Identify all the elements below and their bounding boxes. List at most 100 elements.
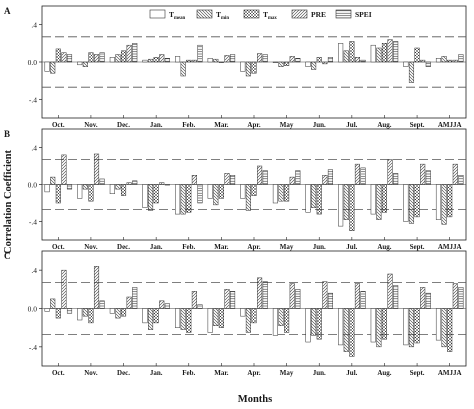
bar-tmean — [142, 59, 148, 63]
bar-tmax — [251, 61, 257, 74]
bar-tmax — [55, 184, 61, 204]
x-tick-label: Feb. — [182, 369, 195, 377]
x-tick-label: Oct. — [52, 121, 65, 129]
bar-tmean — [272, 61, 278, 63]
bar-tmax — [55, 48, 61, 63]
bar-tmax — [414, 47, 420, 63]
bar-pre — [159, 300, 165, 309]
bar-tmin — [180, 308, 186, 330]
bar-tmax — [414, 308, 420, 344]
bar-tmean — [272, 184, 278, 204]
bar-pre — [322, 175, 328, 185]
bar-tmin — [441, 56, 447, 63]
bar-tmin — [82, 184, 88, 190]
x-tick-label: Nov. — [84, 121, 98, 129]
y-tick-label: 0.0 — [28, 58, 38, 67]
panel-b: B .4 0.0 -.4 Oct. Nov. Dec. Jan. Feb. Mar. Apr. May… — [4, 128, 467, 251]
bar-tmin — [50, 61, 56, 74]
bar-tmax — [218, 61, 224, 63]
bar-tmax — [349, 41, 355, 63]
bar-pre — [61, 269, 67, 309]
bar-spei — [393, 41, 399, 63]
bar-tmean — [370, 308, 376, 343]
bar-tmin — [50, 298, 56, 309]
bar-tmin — [441, 308, 447, 348]
bar-tmax — [414, 184, 420, 218]
panel-c: C .4 0.0 -.4 Oct. Nov. Dec. Jan. Feb. Mar. Apr. May… — [4, 250, 467, 377]
x-tick-label: Aug. — [377, 243, 391, 251]
bar-spei — [425, 292, 431, 309]
x-tick-label: Jan. — [150, 243, 163, 251]
bar-spei — [197, 184, 203, 204]
x-tick-label: Apr. — [247, 243, 260, 251]
legend-label: Tmin — [216, 10, 229, 21]
bar-pre — [93, 54, 100, 63]
bar-tmean — [175, 56, 181, 63]
bar-pre — [224, 55, 230, 63]
bar-tmax — [153, 184, 159, 204]
x-tick-label: Jun. — [313, 121, 326, 129]
bar-tmax — [349, 308, 355, 357]
bar-tmin — [82, 308, 88, 317]
bar-spei — [295, 170, 301, 185]
bar-tmax — [381, 184, 388, 213]
y-tick-label: -.4 — [29, 218, 37, 227]
bar-pre — [420, 59, 426, 63]
bar-tmin — [115, 54, 121, 63]
bar-tmean — [305, 308, 311, 343]
bar-tmin — [148, 58, 154, 63]
bar-tmean — [403, 184, 409, 222]
x-tick-label: Dec. — [117, 121, 130, 129]
bar-tmin — [311, 184, 317, 208]
bar-tmin — [311, 308, 317, 336]
bar-tmean — [175, 308, 181, 328]
bar-spei — [164, 184, 170, 186]
bar-tmax — [186, 184, 192, 213]
bar-tmin — [213, 184, 219, 206]
bar-tmax — [88, 52, 94, 63]
bar-pre — [257, 53, 263, 63]
bar-pre — [159, 182, 165, 185]
x-tick-label: Jul. — [346, 369, 357, 377]
bar-pre — [289, 56, 295, 63]
legend-item-tmax: Tmax — [243, 9, 277, 21]
bar-pre — [126, 182, 132, 185]
bar-pre — [61, 154, 67, 185]
bar-spei — [230, 291, 236, 309]
bar-tmean — [240, 308, 246, 317]
bar-tmin — [82, 61, 88, 67]
bar-tmean — [240, 184, 246, 199]
bar-tmean — [272, 308, 278, 336]
bar-tmax — [218, 184, 224, 199]
bar-tmax — [88, 184, 94, 202]
bar-tmean — [305, 184, 311, 213]
y-tick-label: .4 — [31, 266, 37, 275]
x-tick-label: Aug. — [377, 369, 391, 377]
bar-tmean — [109, 184, 115, 194]
bar-tmax — [55, 308, 61, 319]
bar-pre — [224, 289, 230, 309]
bar-pre — [354, 57, 360, 63]
bar-spei — [360, 291, 366, 309]
bar-tmin — [180, 61, 186, 77]
bar-pre — [354, 163, 360, 185]
bar-tmean — [435, 58, 442, 63]
legend-label: Tmean — [169, 10, 186, 21]
bar-tmin — [148, 308, 154, 330]
bar-tmin — [148, 184, 154, 211]
x-tick-label: Aug. — [377, 121, 391, 129]
y-tick-label: .4 — [31, 144, 37, 153]
legend-item-spei: SPEI — [335, 9, 372, 19]
bar-pre — [387, 159, 393, 185]
bar-tmean — [77, 61, 83, 66]
bar-tmean — [207, 308, 213, 333]
bar-spei — [99, 52, 105, 63]
bar-spei — [262, 54, 268, 63]
bar-spei — [327, 292, 333, 309]
bar-tmax — [251, 184, 257, 196]
bar-tmean — [403, 308, 409, 346]
x-tick-label: AMJJA — [438, 243, 462, 251]
bar-tmean — [77, 308, 83, 321]
legend-swatch — [196, 9, 213, 19]
x-tick-label: May — [280, 243, 294, 251]
